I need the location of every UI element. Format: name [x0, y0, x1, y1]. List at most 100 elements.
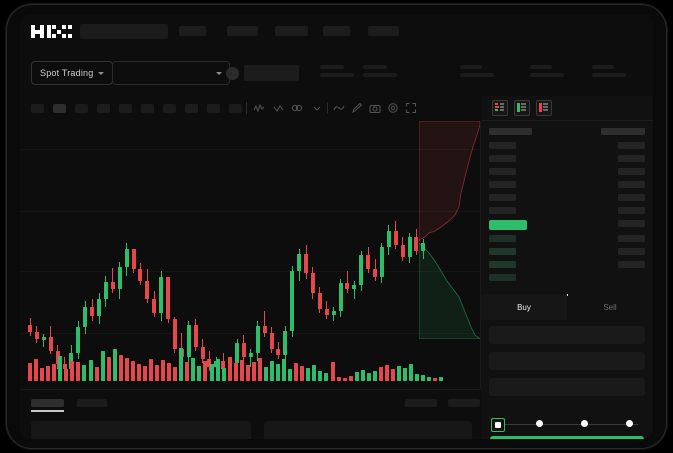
orderbook-bid-row[interactable]: [489, 261, 516, 268]
candle-body: [241, 343, 246, 357]
orderbook-bid-row[interactable]: [489, 248, 516, 255]
timeframe-6[interactable]: [163, 104, 176, 113]
orders-tab-1[interactable]: [77, 399, 107, 407]
drawing-pencil-icon[interactable]: [351, 102, 363, 114]
timeframe-7[interactable]: [185, 104, 198, 113]
indicators-icon[interactable]: [253, 102, 265, 114]
orderbook-ask-size[interactable]: [618, 155, 645, 162]
candle-body: [166, 277, 170, 319]
candle-body: [117, 267, 122, 289]
volume-bar: [149, 359, 153, 381]
volume-bar: [142, 366, 147, 381]
orderbook-ask-size[interactable]: [618, 181, 645, 188]
nav-item-4[interactable]: [368, 26, 399, 36]
orderbook-bid-row[interactable]: [489, 274, 516, 281]
orderbook-bid-row[interactable]: [489, 235, 516, 242]
orderbook-ask-size[interactable]: [618, 168, 645, 175]
nav-item-1[interactable]: [227, 26, 258, 36]
volume-bar: [397, 366, 402, 381]
volume-bar: [300, 366, 305, 381]
volume-bar: [185, 362, 190, 381]
candle-body: [331, 311, 336, 315]
orders-action-0[interactable]: [405, 399, 437, 407]
depth-chart-overlay: [419, 121, 480, 339]
stepper-step-3[interactable]: [626, 420, 633, 427]
orderbook-ask-row[interactable]: [489, 207, 516, 214]
orderbook-ask-row[interactable]: [489, 142, 516, 149]
orderbook-bid-size[interactable]: [618, 248, 645, 255]
orderbook-last-size[interactable]: [618, 220, 645, 227]
amount-field[interactable]: [489, 352, 645, 370]
fullscreen-icon[interactable]: [405, 102, 417, 114]
timeframe-3[interactable]: [97, 104, 110, 113]
okx-logo[interactable]: [31, 25, 72, 38]
orderbook-bids-icon[interactable]: [514, 100, 530, 116]
market-stat-1: [363, 65, 397, 77]
orderbook-header-left: [489, 128, 532, 135]
candle-body: [373, 269, 377, 277]
trading-pair-selector[interactable]: [112, 61, 230, 85]
compare-icon[interactable]: [291, 102, 303, 114]
camera-icon[interactable]: [369, 102, 381, 114]
orderbook-ask-size[interactable]: [618, 207, 645, 214]
nav-item-3[interactable]: [323, 26, 350, 36]
spot-trading-selector[interactable]: Spot Trading: [31, 61, 114, 85]
orderbook-ask-row[interactable]: [489, 155, 516, 162]
candle-body: [248, 353, 253, 357]
timeframe-9[interactable]: [229, 104, 242, 113]
orderbook-ask-size[interactable]: [618, 142, 645, 149]
amount-percent-stepper[interactable]: [491, 418, 643, 432]
candle-body: [324, 309, 329, 315]
chart-type-icon[interactable]: [273, 102, 285, 114]
candle-body: [255, 326, 260, 353]
orderbook-ask-row[interactable]: [489, 194, 516, 201]
volume-bar: [46, 366, 51, 381]
timeframe-0[interactable]: [31, 104, 44, 113]
timeframe-5[interactable]: [141, 104, 154, 113]
volume-bar: [360, 370, 365, 381]
stepper-step-0-active[interactable]: [491, 418, 505, 432]
settings-gear-icon[interactable]: [387, 102, 399, 114]
nav-item-2[interactable]: [275, 26, 308, 36]
volume-bar: [403, 368, 408, 381]
orderbook-ask-size[interactable]: [618, 194, 645, 201]
orderbook-both-icon[interactable]: [492, 100, 508, 116]
tab-buy[interactable]: Buy: [481, 294, 567, 320]
dropdown-icon[interactable]: [311, 102, 323, 114]
timeframe-8[interactable]: [207, 104, 220, 113]
timeframe-1-active[interactable]: [53, 104, 66, 113]
volume-bar: [28, 363, 32, 381]
candle-body: [41, 337, 46, 340]
candle-body: [269, 333, 274, 349]
submit-order-button[interactable]: [490, 436, 644, 439]
volume-bar: [161, 360, 166, 381]
candle-body: [186, 325, 191, 357]
gridline: [20, 271, 480, 272]
orderbook-bid-size[interactable]: [618, 261, 645, 268]
candle-body: [297, 254, 302, 271]
orders-tab-0-active[interactable]: [31, 399, 64, 407]
market-stat-2: [460, 65, 494, 77]
nav-item-0[interactable]: [179, 26, 206, 36]
search-input[interactable]: [80, 24, 168, 39]
orderbook-bid-size[interactable]: [618, 235, 645, 242]
candle-body: [110, 282, 115, 289]
timeframe-4[interactable]: [119, 104, 132, 113]
orderbook-asks-icon[interactable]: [536, 100, 552, 116]
orders-action-1[interactable]: [448, 399, 480, 407]
stepper-step-1[interactable]: [536, 420, 543, 427]
volume-bar: [191, 358, 196, 381]
orderbook-last-price[interactable]: [489, 220, 527, 230]
buy-tab-label: Buy: [517, 302, 531, 312]
volume-bar: [155, 365, 160, 381]
orderbook-ask-row[interactable]: [489, 181, 516, 188]
stepper-step-2[interactable]: [581, 420, 588, 427]
tab-sell[interactable]: Sell: [567, 294, 653, 320]
orderbook-ask-row[interactable]: [489, 168, 516, 175]
line-chart-icon[interactable]: [333, 102, 345, 114]
price-chart[interactable]: [20, 121, 481, 389]
price-field[interactable]: [489, 326, 645, 344]
timeframe-2[interactable]: [75, 104, 88, 113]
total-field[interactable]: [489, 378, 645, 396]
last-price: [244, 65, 299, 81]
